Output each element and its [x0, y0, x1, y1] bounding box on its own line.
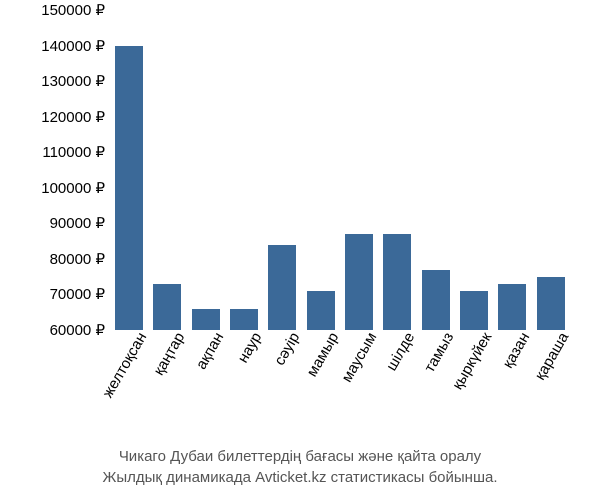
ticket-price-chart: 60000 ₽ 70000 ₽ 80000 ₽ 90000 ₽ 100000 ₽ 1100… — [0, 0, 600, 500]
bar — [460, 291, 488, 330]
plot-area — [110, 10, 570, 330]
x-axis: желтоқсанқаңтарақпаннаурсәуірмамырмаусым… — [110, 335, 570, 455]
bar — [307, 291, 335, 330]
x-tick-label: қараша — [551, 335, 600, 395]
bar — [383, 234, 411, 330]
y-tick-label: 100000 ₽ — [41, 179, 105, 197]
bar — [537, 277, 565, 330]
bar — [422, 270, 450, 330]
y-axis: 60000 ₽70000 ₽80000 ₽90000 ₽100000 ₽1100… — [0, 10, 105, 330]
caption-line-1: Чикаго Дубаи билеттердің бағасы және қай… — [0, 446, 600, 467]
bar — [498, 284, 526, 330]
y-tick-label: 110000 ₽ — [42, 143, 105, 161]
bar — [153, 284, 181, 330]
x-labels: желтоқсанқаңтарақпаннаурсәуірмамырмаусым… — [110, 335, 570, 455]
bars-group — [110, 10, 570, 330]
bar — [230, 309, 258, 330]
bar — [345, 234, 373, 330]
y-tick-label: 120000 ₽ — [41, 108, 105, 126]
y-tick-label: 130000 ₽ — [41, 72, 105, 90]
bar — [192, 309, 220, 330]
y-tick-label: 60000 ₽ — [50, 321, 105, 339]
caption-line-2: Жылдық динамикада Avticket.kz статистика… — [0, 467, 600, 488]
bar — [268, 245, 296, 330]
y-tick-label: 140000 ₽ — [41, 37, 105, 55]
bar — [115, 46, 143, 330]
y-tick-label: 70000 ₽ — [50, 285, 105, 303]
y-tick-label: 80000 ₽ — [50, 250, 105, 268]
y-tick-label: 150000 ₽ — [41, 1, 105, 19]
y-tick-label: 90000 ₽ — [50, 214, 105, 232]
chart-caption: Чикаго Дубаи билеттердің бағасы және қай… — [0, 446, 600, 488]
